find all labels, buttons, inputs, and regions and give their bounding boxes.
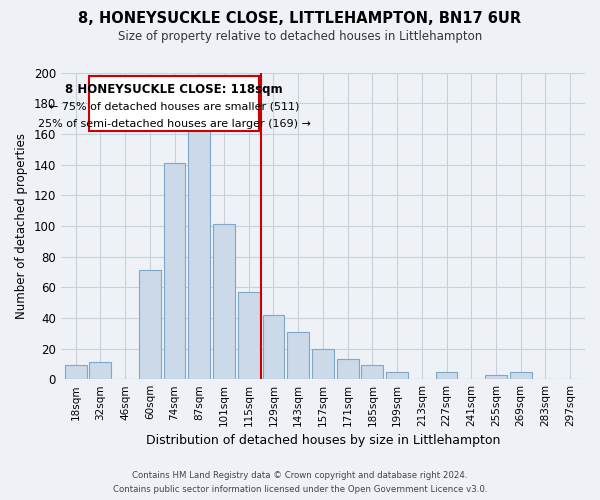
Bar: [263, 315, 284, 379]
X-axis label: Distribution of detached houses by size in Littlehampton: Distribution of detached houses by size …: [146, 434, 500, 448]
Bar: [188, 124, 210, 379]
FancyBboxPatch shape: [89, 76, 259, 131]
Bar: [89, 362, 111, 379]
Bar: [287, 332, 309, 379]
Bar: [139, 270, 161, 379]
Text: Size of property relative to detached houses in Littlehampton: Size of property relative to detached ho…: [118, 30, 482, 43]
Bar: [361, 366, 383, 379]
Bar: [337, 359, 359, 379]
Text: 8 HONEYSUCKLE CLOSE: 118sqm: 8 HONEYSUCKLE CLOSE: 118sqm: [65, 83, 283, 96]
Bar: [65, 366, 86, 379]
Text: ← 75% of detached houses are smaller (511): ← 75% of detached houses are smaller (51…: [49, 102, 299, 112]
Bar: [485, 374, 507, 379]
Bar: [164, 163, 185, 379]
Bar: [213, 224, 235, 379]
Bar: [436, 372, 457, 379]
Text: 8, HONEYSUCKLE CLOSE, LITTLEHAMPTON, BN17 6UR: 8, HONEYSUCKLE CLOSE, LITTLEHAMPTON, BN1…: [79, 11, 521, 26]
Y-axis label: Number of detached properties: Number of detached properties: [15, 133, 28, 319]
Text: 25% of semi-detached houses are larger (169) →: 25% of semi-detached houses are larger (…: [38, 118, 311, 128]
Bar: [238, 292, 260, 379]
Bar: [386, 372, 408, 379]
Text: Contains HM Land Registry data © Crown copyright and database right 2024.
Contai: Contains HM Land Registry data © Crown c…: [113, 472, 487, 494]
Bar: [312, 348, 334, 379]
Bar: [510, 372, 532, 379]
